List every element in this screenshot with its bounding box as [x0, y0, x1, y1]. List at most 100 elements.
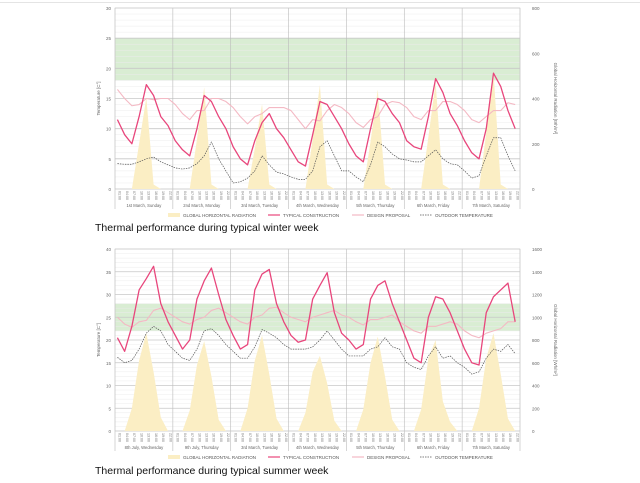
time-tick-label: 16:00	[327, 433, 331, 442]
day-label: 7th March, Saturday	[472, 445, 511, 450]
day-label: 1st March, Sunday	[126, 203, 162, 208]
time-tick-label: 04:00	[125, 191, 129, 200]
legend-swatch-radiation	[168, 213, 180, 217]
day-label: 8th July, Wednesday	[125, 445, 164, 450]
time-tick-label: 16:00	[327, 191, 331, 200]
y2-tick-label: 1400	[532, 270, 543, 275]
time-tick-label: 13:00	[436, 433, 440, 442]
time-tick-label: 07:00	[248, 433, 252, 442]
time-tick-label: 16:00	[154, 191, 158, 200]
time-tick-label: 19:00	[393, 191, 397, 200]
y-tick-label: 10	[106, 127, 112, 132]
time-tick-label: 04:00	[414, 191, 418, 200]
time-tick-label: 13:00	[494, 191, 498, 200]
comfort-band	[115, 38, 520, 81]
y2-tick-label: 200	[532, 142, 540, 147]
time-tick-label: 16:00	[154, 433, 158, 442]
time-tick-label: 10:00	[313, 433, 317, 442]
y2-tick-label: 1600	[532, 247, 543, 252]
y-tick-label: 20	[106, 66, 112, 71]
y-tick-label: 35	[106, 270, 112, 275]
y2-axis-label: Global Horizontal Radiation [Wh/m²]	[553, 304, 558, 376]
y2-tick-label: 400	[532, 384, 540, 389]
y-axis-label: Temperature [C°]	[96, 81, 101, 115]
time-tick-label: 07:00	[479, 433, 483, 442]
time-tick-label: 10:00	[487, 433, 491, 442]
y-tick-label: 30	[106, 293, 112, 298]
legend-label: TYPICAL CONSTRUCTION	[283, 455, 339, 460]
time-tick-label: 16:00	[212, 433, 216, 442]
day-label: 5th March, Thursday	[356, 445, 395, 450]
y2-tick-label: 600	[532, 51, 540, 56]
time-tick-label: 07:00	[248, 191, 252, 200]
time-tick-label: 04:00	[356, 433, 360, 442]
time-tick-label: 10:00	[197, 433, 201, 442]
time-tick-label: 13:00	[204, 191, 208, 200]
y-tick-label: 10	[106, 384, 112, 389]
time-tick-label: 01:00	[407, 433, 411, 442]
time-tick-label: 01:00	[176, 191, 180, 200]
legend-label: DESIGN PROPOSAL	[367, 455, 411, 460]
time-tick-label: 13:00	[147, 433, 151, 442]
time-tick-label: 04:00	[299, 433, 303, 442]
time-tick-label: 07:00	[421, 191, 425, 200]
legend-label: TYPICAL CONSTRUCTION	[283, 213, 339, 218]
time-tick-label: 07:00	[306, 433, 310, 442]
time-tick-label: 19:00	[393, 433, 397, 442]
time-tick-label: 13:00	[378, 433, 382, 442]
time-tick-label: 22:00	[284, 433, 288, 442]
time-tick-label: 13:00	[320, 433, 324, 442]
time-tick-label: 13:00	[320, 191, 324, 200]
y2-tick-label: 1000	[532, 315, 543, 320]
legend-label: DESIGN PROPOSAL	[367, 213, 411, 218]
time-tick-label: 01:00	[233, 191, 237, 200]
time-tick-label: 04:00	[299, 191, 303, 200]
time-tick-label: 01:00	[233, 433, 237, 442]
time-tick-label: 07:00	[306, 191, 310, 200]
summer-chart-title: Thermal performance during typical summe…	[95, 465, 329, 477]
time-tick-label: 01:00	[407, 191, 411, 200]
time-tick-label: 10:00	[487, 191, 491, 200]
time-tick-label: 13:00	[494, 433, 498, 442]
time-tick-label: 07:00	[190, 191, 194, 200]
page-top-border	[0, 2, 640, 3]
time-tick-label: 16:00	[212, 191, 216, 200]
day-label: 3rd March, Tuesday	[241, 203, 279, 208]
day-label: 3rd March, Tuesday	[241, 445, 279, 450]
time-tick-label: 04:00	[183, 433, 187, 442]
time-tick-label: 16:00	[270, 433, 274, 442]
radiation-area	[115, 333, 520, 431]
time-tick-label: 19:00	[335, 191, 339, 200]
time-tick-label: 04:00	[472, 433, 476, 442]
winter-chart-title: Thermal performance during typical winte…	[95, 222, 319, 234]
legend-label: OUTDOOR TEMPERATURE	[435, 213, 493, 218]
y2-tick-label: 0	[532, 187, 535, 192]
time-tick-label: 22:00	[284, 191, 288, 200]
time-tick-label: 19:00	[161, 191, 165, 200]
time-tick-label: 10:00	[313, 191, 317, 200]
time-tick-label: 22:00	[400, 433, 404, 442]
y-tick-label: 30	[106, 6, 112, 11]
time-tick-label: 19:00	[161, 433, 165, 442]
time-tick-label: 22:00	[400, 191, 404, 200]
time-tick-label: 22:00	[226, 191, 230, 200]
time-tick-label: 01:00	[118, 433, 122, 442]
time-tick-label: 07:00	[132, 191, 136, 200]
time-tick-label: 19:00	[450, 433, 454, 442]
day-label: 9th July, Thursday	[185, 445, 220, 450]
y-axis-label: Temperature [C°]	[96, 323, 101, 357]
time-tick-label: 07:00	[364, 191, 368, 200]
time-tick-label: 10:00	[255, 191, 259, 200]
day-label: 4th March, Wednesday	[296, 203, 340, 208]
time-tick-label: 04:00	[241, 191, 245, 200]
time-tick-label: 19:00	[219, 433, 223, 442]
y-tick-label: 25	[106, 315, 112, 320]
y-tick-label: 20	[106, 338, 112, 343]
time-tick-label: 07:00	[132, 433, 136, 442]
typical-construction-line	[116, 72, 516, 167]
time-tick-label: 19:00	[335, 433, 339, 442]
time-tick-label: 22:00	[458, 191, 462, 200]
time-tick-label: 01:00	[118, 191, 122, 200]
time-tick-label: 13:00	[204, 433, 208, 442]
legend-label: GLOBAL HORIZONTAL RADIATION	[183, 213, 256, 218]
